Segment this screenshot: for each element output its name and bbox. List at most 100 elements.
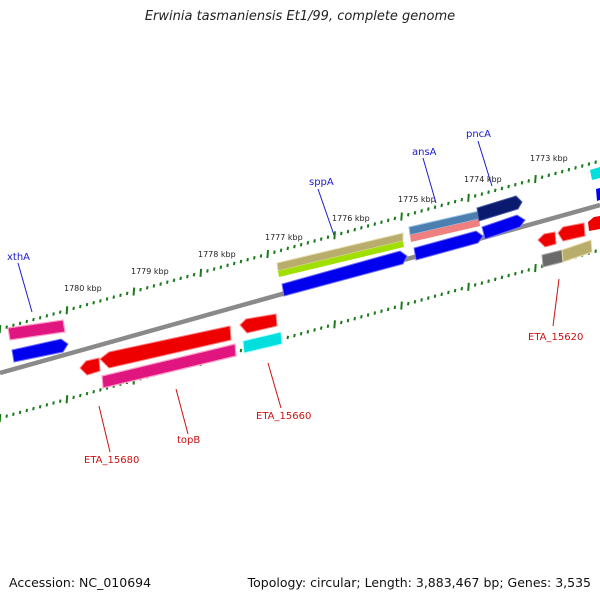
gene-ETA_15620-red-c[interactable] [588,216,600,231]
label-pncA[interactable]: pncA [466,129,491,140]
gene-ansA-blue[interactable] [413,230,484,261]
gene-edge-blue[interactable] [596,188,600,201]
ruler-minor-tick [366,224,370,228]
ruler-minor-tick [92,300,95,305]
label-ETA_15680[interactable]: ETA_15680 [84,455,139,466]
ruler-minor-tick [306,241,310,245]
gene-topB-red[interactable] [99,325,232,369]
ruler-minor-tick [520,181,524,185]
ruler-minor-tick [85,302,89,307]
ruler-minor-tick [232,261,236,266]
gene-ETA_15680-red[interactable] [79,357,101,376]
ruler-minor-tick [440,203,443,208]
gene-xthA-blue[interactable] [11,338,69,363]
label-ETA_15660[interactable]: ETA_15660 [256,411,311,422]
ruler-labels: 1780 kbp 1779 kbp 1778 kbp 1777 kbp 1776… [64,154,568,293]
gene-ETA_15620-gray[interactable] [541,249,564,268]
ruler-minor-tick [500,186,504,191]
ruler-minor-tick [45,403,49,407]
forward-genes [7,167,600,363]
ruler-minor-tick [413,211,417,215]
ruler-minor-tick [219,265,223,269]
ruler-minor-tick [527,179,531,183]
ruler-label-1775: 1775 kbp [398,195,436,204]
ruler-minor-tick [5,414,8,418]
inner-ruler-ticks [0,249,597,423]
gene-pncA-blue[interactable] [481,214,526,240]
gene-xthA-pink[interactable] [7,319,66,341]
label-sppA[interactable]: sppA [309,177,334,188]
leader-sppA [317,188,335,236]
ruler-major-tick [65,395,69,404]
ruler-minor-tick [58,399,62,403]
gene-ETA_15660-cyan[interactable] [242,331,283,354]
gene-topB-magenta[interactable] [101,343,237,389]
ruler-minor-tick [507,184,510,189]
ruler-minor-tick [25,319,29,324]
label-topB[interactable]: topB [177,435,200,446]
gene-sppA-blue[interactable] [281,250,408,297]
outer-ruler-ticks [0,160,597,334]
label-ETA_15620[interactable]: ETA_15620 [528,332,583,343]
reverse-genes [79,216,600,389]
ruler-minor-tick [453,288,457,293]
ruler-major-tick [65,306,69,315]
ruler-minor-tick [79,393,82,398]
ruler-minor-tick [18,410,22,415]
ruler-minor-tick [85,391,89,396]
gene-pncA-navy[interactable] [476,195,523,222]
label-ansA[interactable]: ansA [412,147,437,158]
leader-topB [175,388,189,435]
ruler-major-tick [132,287,136,296]
ruler-minor-tick [554,171,557,176]
ruler-minor-tick [253,256,256,260]
gene-ansA-salmon[interactable] [410,219,480,242]
ruler-minor-tick [487,279,490,283]
ruler-major-tick [333,320,336,329]
ruler-minor-tick [406,301,410,306]
ruler-minor-tick [246,257,249,262]
ruler-label-1780: 1780 kbp [64,284,102,293]
ruler-minor-tick [145,285,149,290]
ruler-minor-tick [279,248,283,253]
ruler-minor-tick [453,199,457,204]
ruler-minor-tick [5,325,8,329]
gene-ETA_15620-red-b[interactable] [557,222,586,242]
ruler-minor-tick [433,205,437,209]
ruler-label-1773: 1773 kbp [530,154,568,163]
ruler-minor-tick [373,222,377,226]
ruler-minor-tick [460,197,464,202]
ruler-minor-tick [273,250,276,254]
ruler-minor-tick [540,175,544,179]
ruler-minor-tick [580,164,584,168]
ruler-major-tick [534,175,537,184]
ruler-minor-tick [32,317,35,322]
ruler-minor-tick [32,406,35,411]
gene-edge-cyan[interactable] [590,167,600,180]
ruler-minor-tick [105,297,109,301]
gene-sppA-lime[interactable] [278,241,404,277]
ruler-major-tick [467,282,470,291]
ruler-major-tick [199,268,203,277]
leader-ETA_15620 [552,278,560,327]
gene-ETA_15660-red[interactable] [239,313,278,334]
ruler-minor-tick [72,395,75,400]
ruler-minor-tick [12,412,15,417]
ruler-minor-tick [52,401,55,405]
ruler-minor-tick [139,287,142,292]
ruler-minor-tick [313,239,316,243]
ruler-minor-tick [473,194,477,198]
gene-ETA_15620-red-a[interactable] [537,231,557,248]
ruler-minor-tick [520,270,524,274]
ruler-minor-tick [72,306,75,311]
ruler-minor-tick [92,389,95,394]
ruler-minor-tick [473,283,477,287]
ruler-label-1779: 1779 kbp [131,267,169,276]
ruler-minor-tick [206,269,209,273]
accession-text: Accession: NC_010694 [9,575,152,590]
ruler-minor-tick [567,167,571,172]
ruler-minor-tick [366,313,370,317]
gene-ETA_15620-olive[interactable] [561,239,593,263]
label-xthA[interactable]: xthA [7,252,30,263]
ruler-minor-tick [433,294,437,298]
